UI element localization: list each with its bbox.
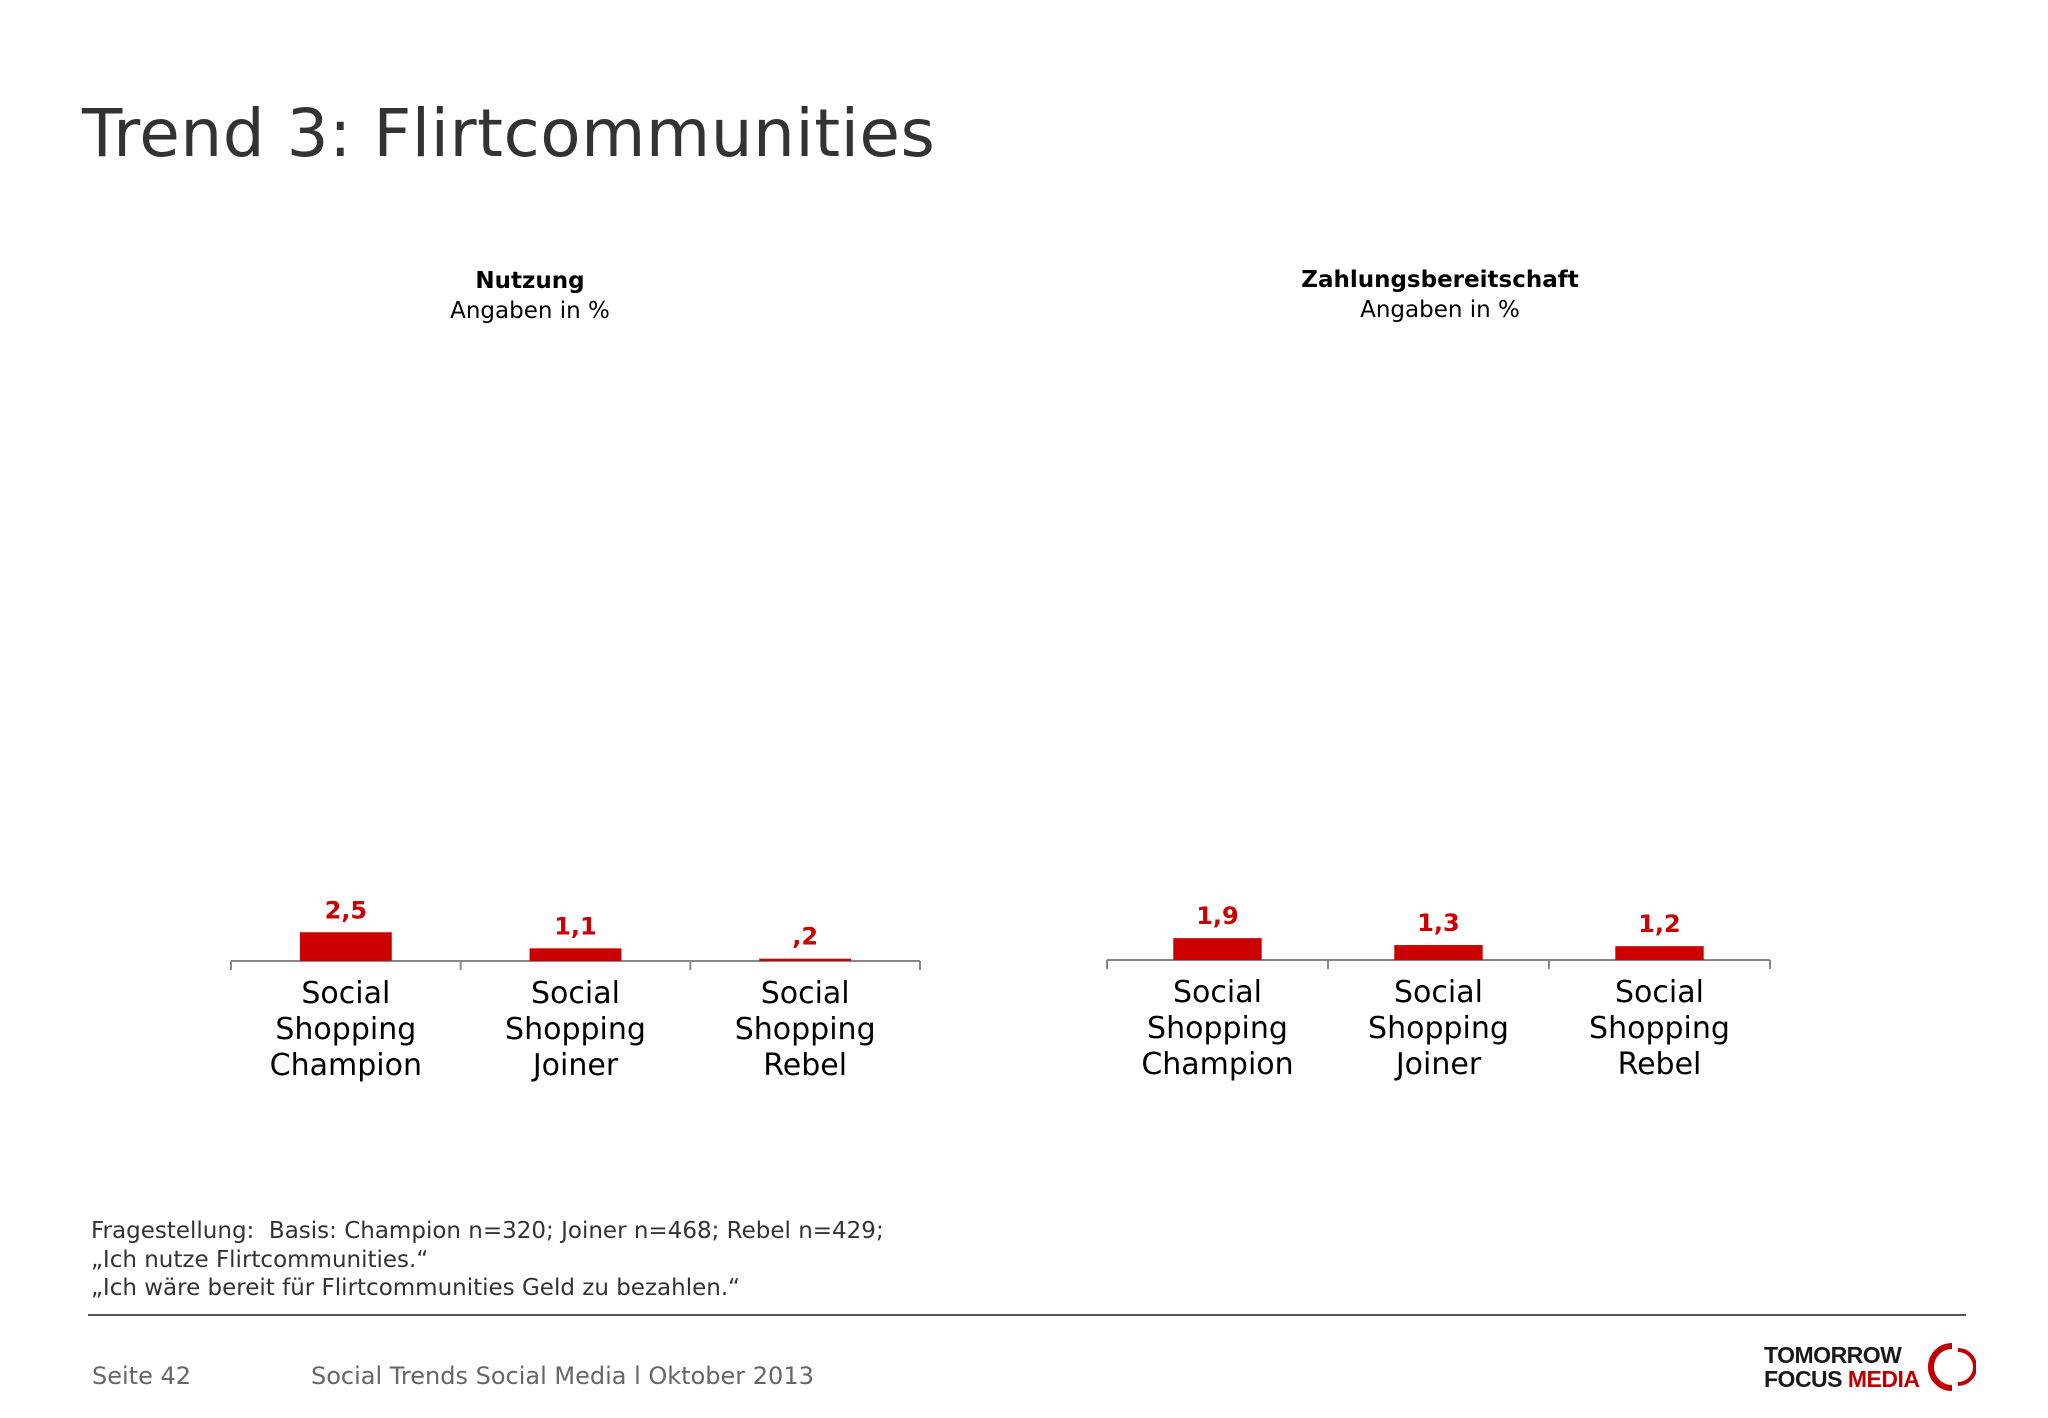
category-label: Social Shopping Champion	[270, 976, 422, 1083]
data-label: 1,1	[554, 912, 597, 940]
logo-text-line2: FOCUS MEDIA	[1764, 1366, 1920, 1392]
data-label: ,2	[792, 923, 818, 951]
category-label-line: Champion	[270, 1048, 422, 1083]
data-label: 1,2	[1638, 910, 1681, 938]
category-label-line: Joiner	[531, 1048, 619, 1083]
footnote-line: Fragestellung: Basis: Champion n=320; Jo…	[91, 1218, 884, 1244]
category-label: Social Shopping Rebel	[1589, 975, 1730, 1082]
chart-subtitle: Angaben in %	[1360, 297, 1520, 323]
bar	[1394, 945, 1483, 960]
category-label-line: Social	[301, 976, 390, 1011]
footnote-line: „Ich nutze Flirtcommunities.“	[91, 1246, 429, 1273]
category-label-line: Shopping	[1368, 1011, 1509, 1046]
data-label: 2,5	[325, 896, 368, 924]
category-label-line: Social	[761, 976, 850, 1011]
category-label-line: Champion	[1141, 1047, 1293, 1082]
category-label-line: Social	[1173, 975, 1262, 1010]
category-label-line: Shopping	[735, 1012, 876, 1047]
logo-arc-icon	[1928, 1343, 1976, 1391]
footer-divider	[88, 1314, 1966, 1316]
category-label-line: Joiner	[1394, 1047, 1482, 1082]
footnote: Fragestellung: Basis: Champion n=320; Jo…	[91, 1217, 884, 1303]
data-label: 1,3	[1417, 909, 1460, 937]
bar	[299, 932, 392, 961]
category-label: Social Shopping Joiner	[1368, 975, 1509, 1082]
data-label: 1,9	[1196, 902, 1239, 930]
bar	[1615, 946, 1704, 960]
logo-text-line1: TOMORROW	[1764, 1342, 1902, 1368]
category-label-line: Social	[531, 976, 620, 1011]
category-label-line: Shopping	[1589, 1011, 1730, 1046]
category-label-line: Shopping	[1147, 1011, 1288, 1046]
category-label: Social Shopping Joiner	[505, 976, 646, 1083]
chart-title: Zahlungsbereitschaft	[1301, 267, 1579, 293]
category-label-line: Social	[1615, 975, 1704, 1010]
category-label-line: Social	[1394, 975, 1483, 1010]
category-label-line: Rebel	[763, 1048, 847, 1083]
page-title: Trend 3: Flirtcommunities	[82, 95, 936, 172]
chart-title: Nutzung	[475, 268, 585, 294]
chart-heading-nutzung: Nutzung Angaben in %	[380, 266, 680, 326]
footnote-line: „Ich wäre bereit für Flirtcommunities Ge…	[91, 1275, 741, 1301]
bar	[529, 948, 622, 961]
page-number: Seite 42	[92, 1362, 192, 1390]
document-title: Social Trends Social Media l Oktober 201…	[311, 1362, 814, 1390]
bar	[759, 958, 852, 961]
tomorrow-focus-media-logo: TOMORROW FOCUS MEDIA	[1760, 1340, 1976, 1395]
category-label-line: Rebel	[1618, 1047, 1702, 1082]
category-label: Social Shopping Champion	[1141, 975, 1293, 1082]
category-label-line: Shopping	[275, 1012, 416, 1047]
chart-heading-zahlungsbereitschaft: Zahlungsbereitschaft Angaben in %	[1240, 265, 1640, 325]
category-label-line: Shopping	[505, 1012, 646, 1047]
bar	[1173, 938, 1262, 960]
category-label: Social Shopping Rebel	[735, 976, 876, 1083]
chart-subtitle: Angaben in %	[450, 298, 610, 324]
